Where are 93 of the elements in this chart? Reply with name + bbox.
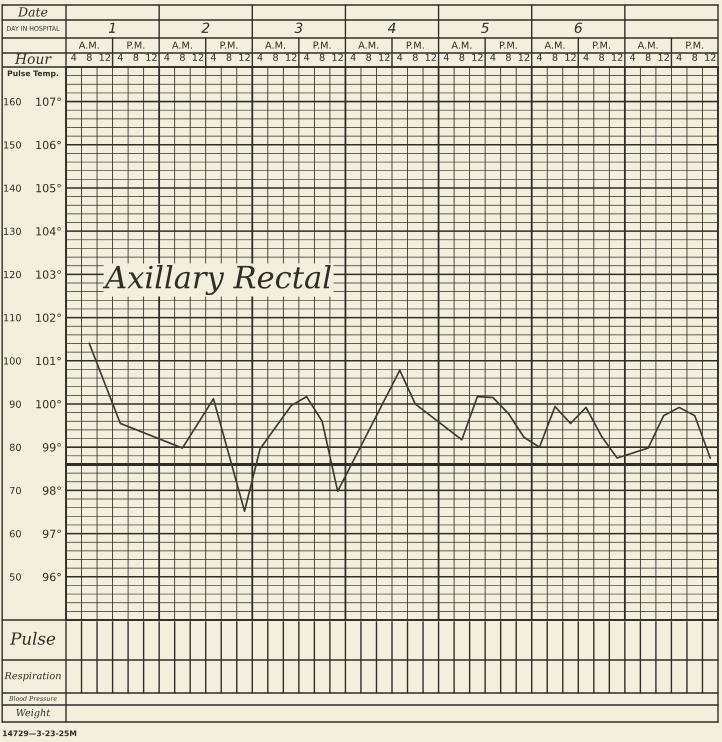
x-tick-label: 12 — [192, 54, 204, 61]
y-tick-label: 99° — [42, 443, 61, 452]
text: 4 — [388, 22, 396, 33]
y2-tick-label: 80 — [10, 444, 21, 452]
x-tick-label: 4 — [71, 54, 76, 61]
text: A.M. — [638, 42, 658, 49]
y2-tick-label: 120 — [4, 270, 21, 278]
annotation: Axillary Rectal — [102, 264, 331, 295]
text: 3 — [294, 22, 302, 34]
text: P.M. — [500, 42, 517, 49]
x-tick-label: 8 — [412, 54, 418, 61]
y-tick-label: 100° — [36, 400, 61, 408]
text: P.M. — [593, 42, 610, 49]
text: P.M. — [406, 42, 424, 49]
text: Pulse — [10, 632, 56, 645]
x-tick-label: 8 — [692, 54, 698, 61]
y-tick-label: 104° — [36, 227, 61, 236]
x-tick-label: 12 — [239, 54, 250, 61]
y2-tick-label: 90 — [10, 400, 21, 408]
x-tick-label: 12 — [472, 54, 483, 61]
y2-tick-label: 110 — [4, 314, 21, 322]
x-tick-label: 4 — [676, 54, 682, 61]
x-tick-label: 4 — [444, 54, 449, 61]
text: 1 — [108, 22, 115, 33]
text: P.M. — [314, 42, 331, 49]
x-tick-label: 4 — [630, 54, 636, 61]
y2-tick-label: 160 — [4, 98, 21, 106]
text: A.M. — [78, 42, 99, 49]
y-tick-label: 98° — [42, 486, 61, 495]
text: A.M. — [172, 42, 192, 49]
x-tick-label: 8 — [646, 54, 651, 61]
x-tick-label: 4 — [397, 54, 402, 61]
x-tick-label: 4 — [536, 54, 542, 61]
x-tick-label: 8 — [506, 54, 511, 61]
x-tick-label: 4 — [583, 54, 589, 61]
y-tick-label: 103° — [36, 270, 61, 279]
text: A.M. — [358, 42, 378, 49]
y2-tick-label: 50 — [10, 573, 21, 581]
x-tick-label: 8 — [552, 54, 558, 61]
x-tick-label: 4 — [257, 54, 263, 61]
x-tick-label: 8 — [366, 54, 372, 61]
x-tick-label: 4 — [490, 54, 496, 61]
x-tick-label: 12 — [518, 54, 530, 61]
y2-tick-label: 140 — [4, 184, 21, 192]
y2-tick-label: 60 — [10, 530, 21, 538]
x-tick-label: 4 — [350, 54, 356, 61]
x-tick-label: 12 — [658, 54, 669, 61]
x-tick-label: 8 — [133, 54, 138, 61]
y-tick-label: 105° — [36, 184, 61, 192]
text: Respiration — [4, 672, 61, 682]
text: A.M. — [544, 42, 564, 49]
x-tick-label: 12 — [565, 54, 576, 61]
x-tick-label: 8 — [459, 54, 464, 61]
text: P.M. — [686, 42, 704, 49]
x-tick-label: 8 — [320, 54, 325, 61]
text: 5 — [481, 22, 489, 34]
x-tick-label: 12 — [705, 54, 716, 61]
x-tick-label: 8 — [226, 54, 232, 61]
x-axis-title: Hour — [14, 54, 52, 64]
y2-tick-label: 70 — [10, 486, 21, 494]
x-tick-label: 12 — [286, 54, 296, 61]
y-tick-label: 107° — [36, 98, 61, 106]
text: P.M. — [127, 42, 144, 49]
y-tick-label: 97° — [42, 530, 61, 538]
line-series — [88, 342, 712, 512]
y2-tick-label: 150 — [4, 141, 21, 149]
x-tick-label: 4 — [164, 54, 170, 61]
text: A.M. — [451, 42, 472, 49]
y-tick-label: 96° — [42, 572, 61, 582]
x-tick-label: 12 — [332, 54, 343, 61]
x-tick-label: 12 — [612, 54, 622, 61]
text: 6 — [574, 22, 582, 34]
x-tick-label: 12 — [146, 54, 157, 61]
text: Date — [18, 7, 48, 17]
text: A.M. — [265, 42, 286, 49]
x-tick-label: 4 — [118, 54, 123, 61]
y-tick-label: 101° — [36, 356, 61, 366]
y-tick-label: 102° — [36, 314, 61, 322]
y2-tick-label: 100 — [4, 357, 21, 365]
text: 2 — [201, 22, 210, 33]
x-tick-label: 4 — [304, 54, 310, 61]
x-tick-label: 12 — [426, 54, 436, 61]
y2-tick-label: 130 — [4, 228, 21, 236]
x-tick-label: 8 — [599, 54, 604, 61]
x-tick-label: 8 — [86, 54, 92, 61]
text: P.M. — [220, 42, 238, 49]
x-tick-label: 12 — [100, 54, 110, 61]
text: Weight — [16, 708, 50, 718]
y-tick-label: 106° — [36, 140, 61, 150]
x-tick-label: 8 — [180, 54, 185, 61]
x-tick-label: 12 — [379, 54, 390, 61]
x-tick-label: 4 — [210, 54, 216, 61]
x-tick-label: 8 — [273, 54, 278, 61]
